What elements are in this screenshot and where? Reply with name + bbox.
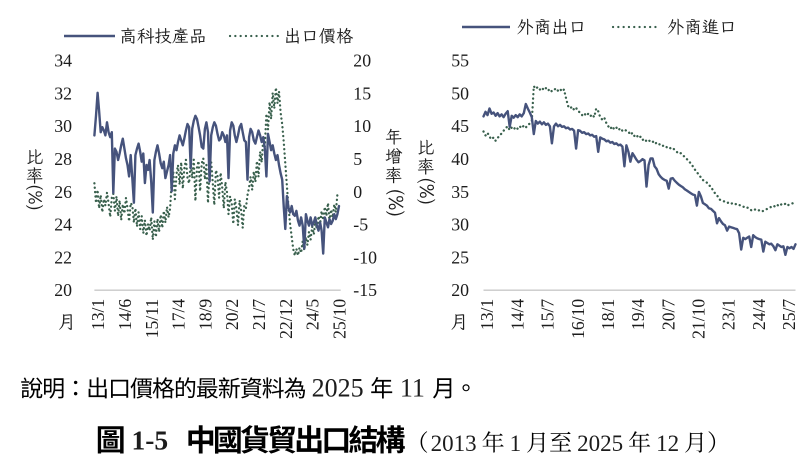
svg-text:18/9: 18/9: [195, 299, 215, 330]
svg-text:45: 45: [451, 116, 469, 136]
svg-text:-15: -15: [353, 280, 377, 300]
svg-text:24: 24: [54, 215, 72, 235]
svg-text:2025: 2025: [312, 374, 364, 403]
svg-text:55: 55: [451, 51, 469, 71]
svg-text:28: 28: [54, 149, 72, 169]
svg-text:32: 32: [54, 83, 72, 103]
svg-text:25: 25: [451, 247, 469, 267]
svg-text:14/6: 14/6: [115, 299, 135, 330]
svg-text:23/1: 23/1: [719, 299, 739, 330]
svg-text:21/10: 21/10: [689, 299, 709, 339]
svg-text:19/4: 19/4: [628, 299, 648, 330]
svg-text:35: 35: [451, 182, 469, 202]
svg-text:22/12: 22/12: [276, 299, 296, 339]
svg-text:11: 11: [400, 374, 425, 403]
svg-text:13/1: 13/1: [477, 299, 497, 330]
svg-text:18/1: 18/1: [598, 299, 618, 330]
svg-text:2025: 2025: [577, 431, 623, 456]
svg-text:15/7: 15/7: [538, 299, 558, 330]
svg-text:30: 30: [54, 116, 72, 136]
svg-text:1: 1: [510, 431, 521, 456]
svg-text:17/4: 17/4: [169, 299, 189, 330]
svg-text:24/4: 24/4: [749, 299, 769, 330]
svg-text:-10: -10: [353, 247, 377, 267]
svg-text:15/11: 15/11: [142, 299, 162, 338]
svg-text:20: 20: [54, 280, 72, 300]
svg-text:40: 40: [451, 149, 469, 169]
svg-text:21/7: 21/7: [249, 299, 269, 330]
svg-text:22: 22: [54, 247, 72, 267]
svg-text:50: 50: [451, 83, 469, 103]
svg-text:16/10: 16/10: [568, 299, 588, 339]
svg-text:30: 30: [451, 215, 469, 235]
svg-text:25/7: 25/7: [779, 299, 799, 330]
svg-text:25/10: 25/10: [330, 299, 350, 339]
svg-text:34: 34: [54, 51, 72, 71]
svg-text:2013: 2013: [431, 431, 477, 456]
svg-text:5: 5: [353, 149, 362, 169]
svg-text:20: 20: [353, 51, 371, 71]
svg-text:24/5: 24/5: [303, 299, 323, 330]
svg-text:14/4: 14/4: [507, 299, 527, 330]
svg-text:0: 0: [353, 182, 362, 202]
svg-text:20/7: 20/7: [658, 299, 678, 330]
svg-text:20: 20: [451, 280, 469, 300]
svg-text:13/1: 13/1: [88, 299, 108, 330]
svg-text:20/2: 20/2: [222, 299, 242, 330]
svg-text:12: 12: [656, 431, 679, 456]
svg-text:1-5: 1-5: [132, 424, 169, 455]
svg-text:-5: -5: [353, 215, 368, 235]
svg-text:10: 10: [353, 116, 371, 136]
svg-text:15: 15: [353, 83, 371, 103]
svg-text:26: 26: [54, 182, 72, 202]
